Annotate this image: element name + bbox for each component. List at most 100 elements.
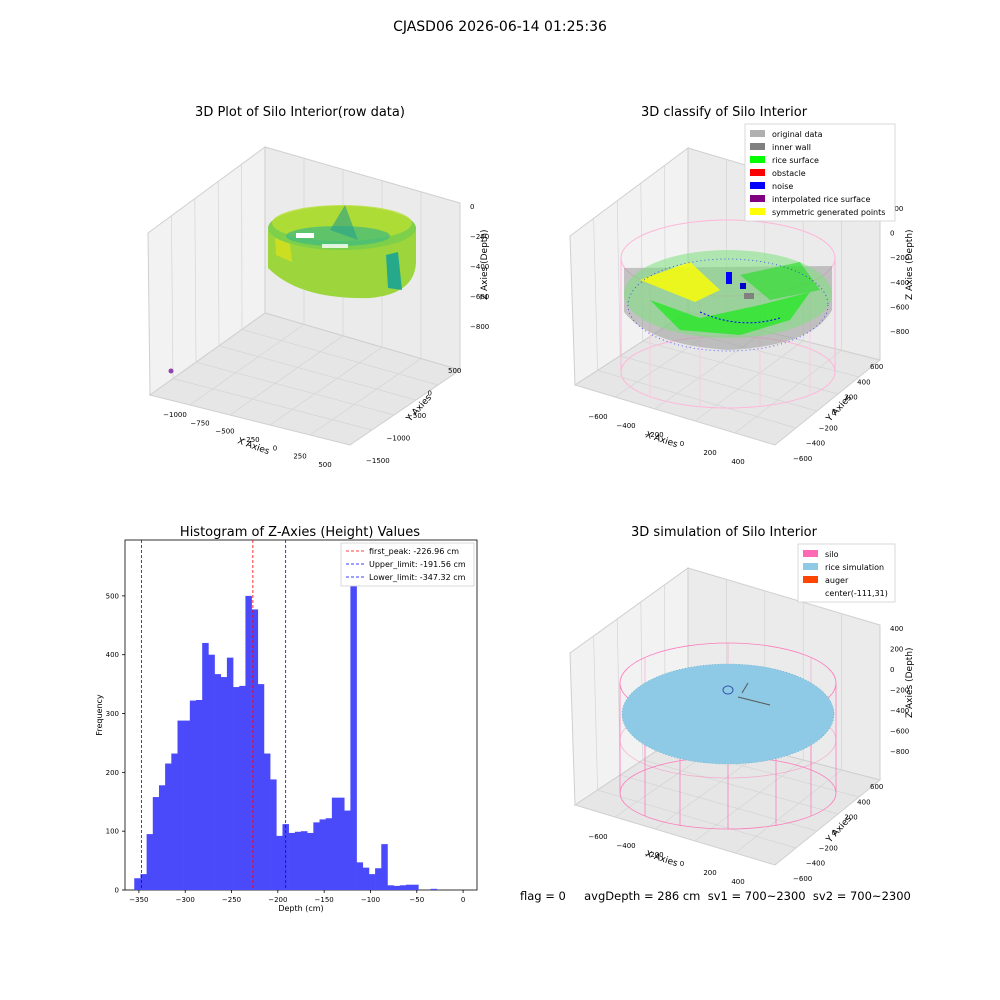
classify-legend-swatch xyxy=(750,130,765,137)
classify-x-tick-label: −200 xyxy=(644,431,663,439)
classify-z-tick-label: 0 xyxy=(890,230,894,238)
histogram-bar xyxy=(307,832,314,890)
histogram-bar xyxy=(226,657,234,890)
histogram-bar xyxy=(430,888,438,890)
classify-legend-label: inner wall xyxy=(772,143,811,152)
histogram-y-tick-label: 300 xyxy=(106,710,119,718)
classify-y-tick-label: −400 xyxy=(806,440,825,448)
simulation-legend-label: silo xyxy=(825,550,839,559)
classify-x-tick-label: −400 xyxy=(616,422,635,430)
classify-x-tick-label: 0 xyxy=(680,440,684,448)
classify-z-tick-label: 200 xyxy=(890,205,903,213)
histogram-panel: Histogram of Z-Axies (Height) Values −35… xyxy=(95,525,478,913)
histogram-x-tick-label: −350 xyxy=(129,896,148,904)
histogram-bar xyxy=(140,874,147,890)
histogram-bar xyxy=(375,868,382,890)
simulation-panel-title: 3D simulation of Silo Interior xyxy=(631,525,818,540)
histogram-bar xyxy=(165,763,172,890)
histogram-y-tick-label: 400 xyxy=(106,651,119,659)
histogram-legend-label: Upper_limit: -191.56 cm xyxy=(369,560,466,569)
histogram-x-tick-label: −200 xyxy=(268,896,287,904)
classify-3d-panel: 3D classify of Silo Interior X Axies xyxy=(569,105,915,466)
classify-legend-swatch xyxy=(750,182,765,189)
raw-y-tick-label: −500 xyxy=(407,412,426,420)
histogram-ylabel: Frequency xyxy=(95,694,104,736)
histogram-bar xyxy=(158,785,166,890)
simulation-z-tick-label: −600 xyxy=(890,728,909,736)
histogram-bar xyxy=(183,720,191,890)
raw-zlabel: Z Axies (Depth) xyxy=(480,229,490,300)
classify-y-tick-label: 400 xyxy=(857,378,870,386)
histogram-bar xyxy=(233,687,240,890)
histogram-bar xyxy=(362,867,370,890)
simulation-legend-swatch xyxy=(803,563,818,570)
simulation-legend-label: rice simulation xyxy=(825,563,884,572)
histogram-bar xyxy=(208,654,215,890)
simulation-y-tick-label: 400 xyxy=(857,798,870,806)
raw-z-tick-label: 0 xyxy=(470,203,474,211)
classify-legend-label: symmetric generated points xyxy=(772,208,885,217)
classify-z-tick-label: −400 xyxy=(890,279,909,287)
simulation-floor-pane xyxy=(573,729,882,866)
histogram-x-tick-label: −150 xyxy=(315,896,334,904)
histogram-bar xyxy=(325,818,333,890)
histogram-x-tick-label: 0 xyxy=(461,896,465,904)
histogram-bar xyxy=(220,677,228,890)
classify-point-cloud xyxy=(620,219,836,409)
histogram-bar xyxy=(387,885,394,890)
raw-tick-labels: −1000−750−500−25002505005000−500−1000−15… xyxy=(163,203,489,469)
histogram-bar xyxy=(202,642,209,890)
histogram-bar xyxy=(331,797,339,890)
histogram-y-tick-label: 200 xyxy=(106,769,119,777)
raw-x-tick-label: 0 xyxy=(273,444,277,452)
simulation-y-tick-label: −600 xyxy=(793,875,812,883)
simulation-legend-label: auger xyxy=(825,576,849,585)
simulation-x-tick-label: −200 xyxy=(644,851,663,859)
raw-x-tick-label: −250 xyxy=(240,436,259,444)
histogram-bar xyxy=(288,832,296,890)
histogram-vlines xyxy=(140,540,287,890)
raw-point-cloud xyxy=(268,205,416,299)
classify-y-tick-label: −600 xyxy=(793,455,812,463)
simulation-x-tick-label: 400 xyxy=(731,878,744,886)
simulation-x-tick-label: −600 xyxy=(588,833,607,841)
histogram-bar xyxy=(344,810,351,890)
simulation-legend-swatch xyxy=(803,576,818,583)
histogram-legend-box xyxy=(340,542,475,587)
histogram-legend: first_peak: -226.96 cm Upper_limit: -191.… xyxy=(340,542,475,587)
classify-legend-label: rice surface xyxy=(772,156,819,165)
histogram-bar xyxy=(368,874,376,890)
classify-legend-box xyxy=(744,123,896,222)
figure-suptitle: CJASD06 2026-06-14 01:25:36 xyxy=(393,19,607,35)
simulation-x-tick-label: −400 xyxy=(616,842,635,850)
simulation-y-tick-label: 200 xyxy=(844,814,857,822)
classify-legend-swatch xyxy=(750,143,765,150)
classify-legend-label: noise xyxy=(772,182,793,191)
histogram-title: Histogram of Z-Axies (Height) Values xyxy=(180,525,420,540)
histogram-bar xyxy=(412,884,419,890)
histogram-bar xyxy=(177,720,184,890)
histogram-x-tick-label: −50 xyxy=(409,896,424,904)
histogram-bar xyxy=(393,885,401,890)
raw-x-tick-label: −500 xyxy=(215,428,234,436)
classify-z-tick-label: −800 xyxy=(890,328,909,336)
histogram-bar xyxy=(251,609,259,890)
raw-y-tick-label: −1500 xyxy=(366,457,390,465)
histogram-bar xyxy=(171,753,178,890)
classify-y-tick-label: −200 xyxy=(819,424,838,432)
simulation-z-tick-label: 0 xyxy=(890,666,894,674)
simulation-legend-swatch xyxy=(803,550,818,557)
raw-grid-lines xyxy=(171,158,439,436)
classify-z-tick-label: −200 xyxy=(890,254,909,262)
raw-x-tick-label: −1000 xyxy=(163,411,187,419)
raw-y-tick-label: −1000 xyxy=(387,435,411,443)
classify-legend-label: obstacle xyxy=(772,169,806,178)
classify-legend-label: interpolated rice surface xyxy=(772,195,870,204)
simulation-z-tick-label: −200 xyxy=(890,687,909,695)
histogram-bar xyxy=(146,834,154,890)
simulation-rice-surface xyxy=(621,663,835,765)
histogram-x-tick-label: −250 xyxy=(222,896,241,904)
histogram-bar xyxy=(189,700,197,890)
raw-panel-title: 3D Plot of Silo Interior(row data) xyxy=(195,105,405,120)
simulation-y-tick-label: −400 xyxy=(806,860,825,868)
